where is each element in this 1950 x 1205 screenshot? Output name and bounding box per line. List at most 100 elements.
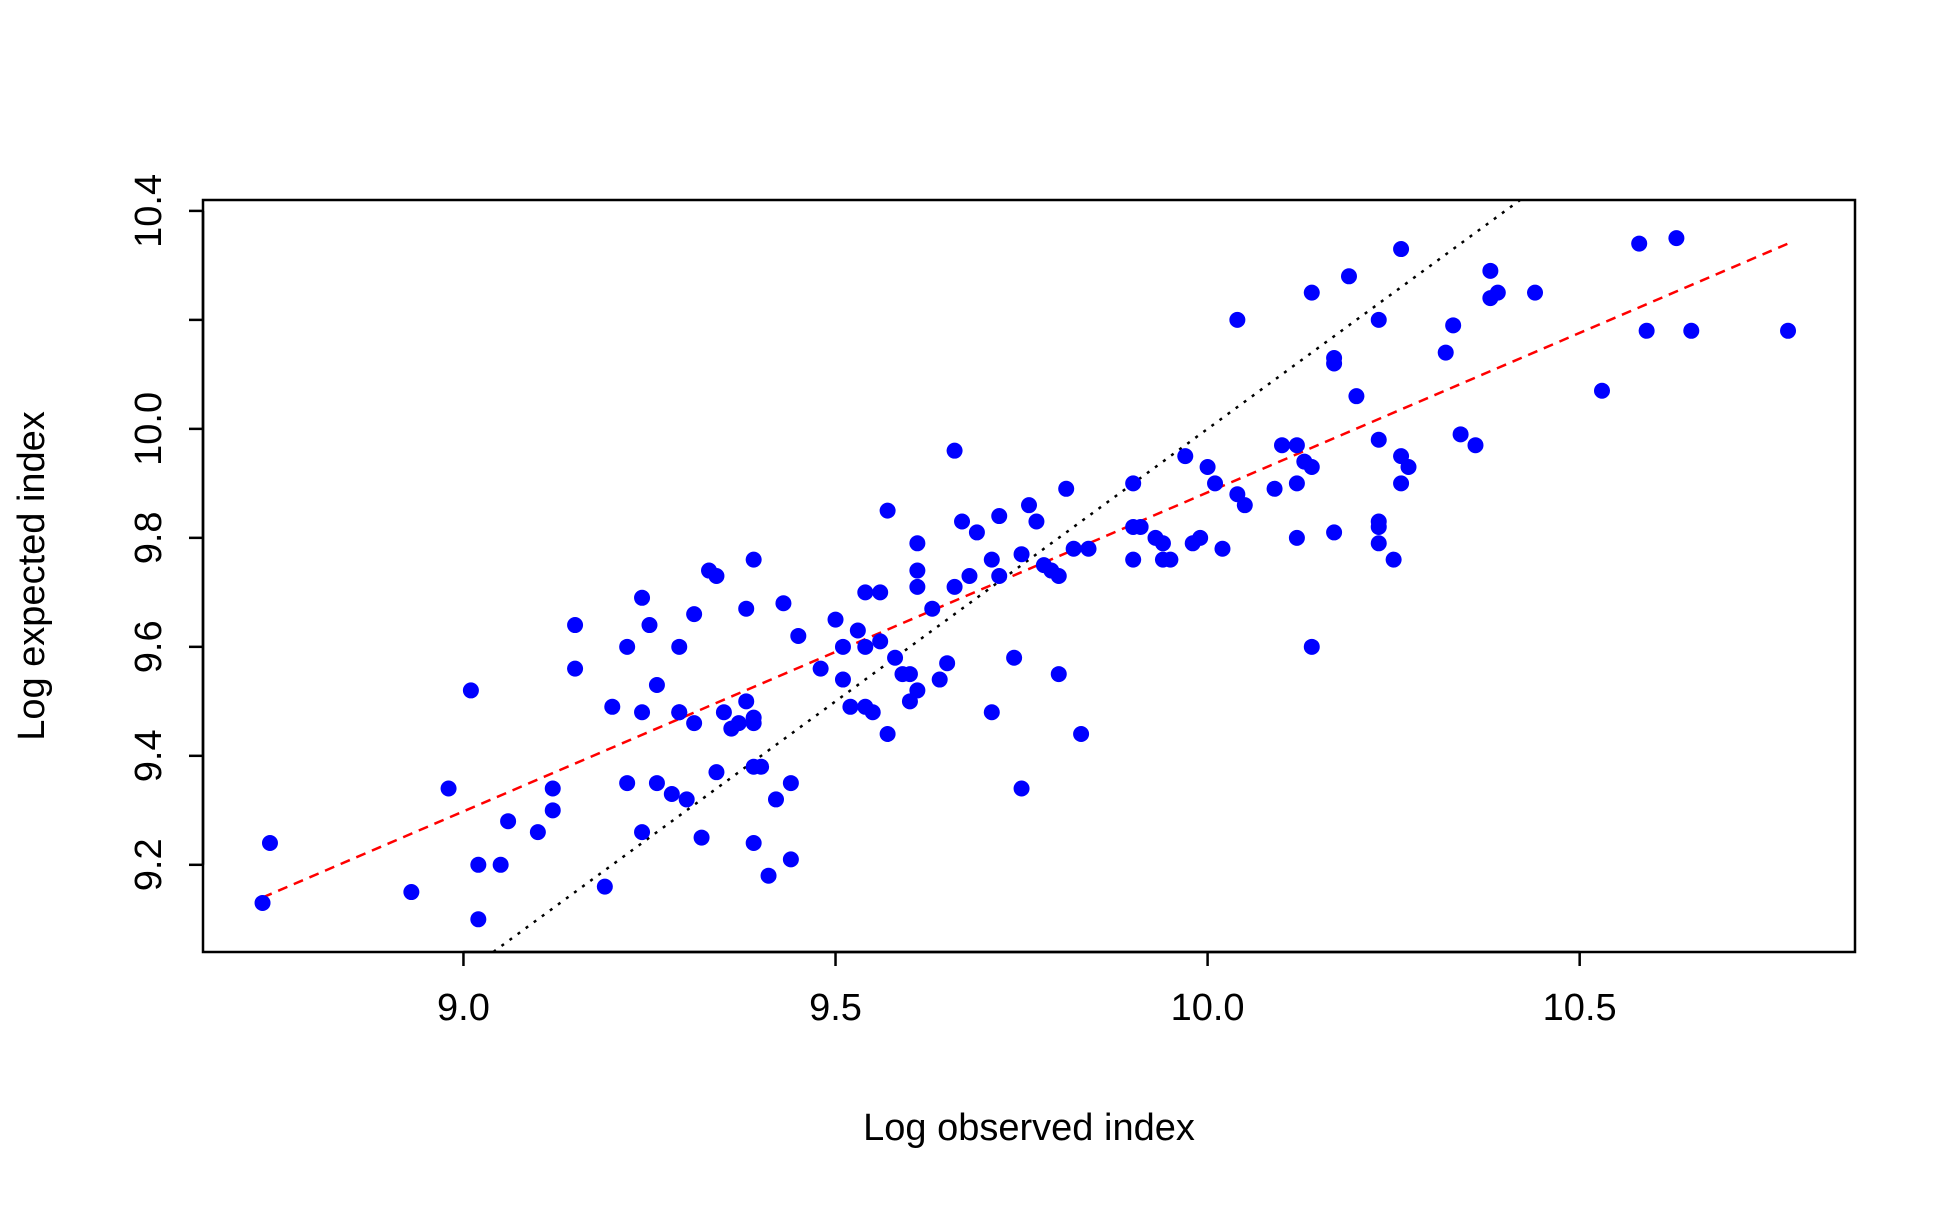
y-tick-label: 9.2: [128, 838, 170, 891]
data-point: [864, 704, 881, 721]
data-point: [648, 775, 665, 792]
plot-frame: [201, 198, 1857, 954]
data-point: [872, 584, 889, 601]
data-point: [842, 698, 859, 715]
data-point: [849, 622, 866, 639]
data-point: [931, 671, 948, 688]
data-point: [1370, 431, 1387, 448]
data-point: [991, 508, 1008, 525]
data-point: [1393, 241, 1410, 258]
data-point: [1780, 322, 1797, 339]
data-point: [909, 682, 926, 699]
data-point: [790, 627, 807, 644]
data-point: [544, 802, 561, 819]
y-axis-title: Log expected index: [11, 411, 53, 741]
data-point: [954, 513, 971, 530]
data-point: [604, 698, 621, 715]
data-point: [1527, 284, 1544, 301]
x-tick-label: 10.5: [1543, 987, 1617, 1029]
points-layer: [254, 230, 1797, 928]
data-point: [1177, 448, 1194, 465]
data-point: [261, 835, 278, 852]
data-point: [983, 704, 1000, 721]
data-point: [1028, 513, 1045, 530]
data-point: [634, 589, 651, 606]
data-point: [1050, 666, 1067, 683]
data-point: [1236, 497, 1253, 514]
data-point: [834, 638, 851, 655]
y-tick-label: 10.0: [128, 392, 170, 466]
data-point: [1482, 262, 1499, 279]
data-point: [1370, 518, 1387, 535]
data-point: [1668, 230, 1685, 247]
x-axis: 9.0 9.5 10.0 10.5: [437, 950, 1617, 1029]
data-point: [708, 764, 725, 781]
data-point: [924, 600, 941, 617]
data-point: [634, 704, 651, 721]
data-point: [1006, 649, 1023, 666]
y-tick-label: 10.4: [128, 174, 170, 248]
data-point: [671, 638, 688, 655]
data-point: [857, 638, 874, 655]
data-point: [1013, 780, 1030, 797]
data-point: [775, 595, 792, 612]
data-point: [470, 911, 487, 928]
data-point: [440, 780, 457, 797]
data-point: [686, 606, 703, 623]
data-point: [939, 655, 956, 672]
data-point: [1266, 480, 1283, 497]
data-point: [946, 442, 963, 459]
data-point: [834, 671, 851, 688]
y-tick-label: 9.8: [128, 511, 170, 564]
data-point: [1593, 382, 1610, 399]
data-point: [745, 715, 762, 732]
data-point: [1288, 475, 1305, 492]
data-point: [596, 878, 613, 895]
data-point: [1326, 524, 1343, 541]
y-tick-label: 9.4: [128, 729, 170, 782]
x-tick-label: 9.5: [809, 987, 862, 1029]
data-point: [567, 660, 584, 677]
data-point: [403, 884, 420, 901]
data-point: [879, 726, 896, 743]
data-point: [470, 856, 487, 873]
data-point: [1400, 459, 1417, 476]
data-point: [961, 568, 978, 584]
data-point: [619, 638, 636, 655]
data-point: [1207, 475, 1224, 492]
data-point: [1013, 546, 1030, 563]
data-point: [641, 617, 658, 634]
data-point: [648, 676, 665, 693]
y-tick-label: 9.6: [128, 620, 170, 673]
data-point: [254, 894, 271, 911]
data-point: [909, 535, 926, 552]
data-point: [1125, 475, 1142, 492]
data-point: [693, 829, 710, 846]
plot-area: [254, 200, 1797, 952]
data-point: [738, 693, 755, 710]
data-point: [492, 856, 509, 873]
data-point: [1274, 437, 1291, 454]
data-point: [634, 824, 651, 841]
data-point: [619, 775, 636, 792]
data-point: [812, 660, 829, 677]
data-point: [745, 835, 762, 852]
data-point: [946, 578, 963, 595]
data-point: [1348, 388, 1365, 405]
y-axis: 9.2 9.4 9.6 9.8 10.0 10.4: [128, 174, 205, 891]
data-point: [1214, 540, 1231, 557]
data-point: [1303, 284, 1320, 301]
data-point: [1393, 475, 1410, 492]
fit-line: [262, 242, 1789, 899]
data-point: [1452, 426, 1469, 443]
data-point: [1154, 535, 1171, 552]
data-point: [678, 791, 695, 808]
data-point: [1489, 284, 1506, 301]
data-point: [745, 551, 762, 568]
data-point: [1437, 344, 1454, 361]
data-point: [1326, 355, 1343, 372]
data-point: [544, 780, 561, 797]
data-point: [671, 704, 688, 721]
data-point: [1229, 311, 1246, 328]
